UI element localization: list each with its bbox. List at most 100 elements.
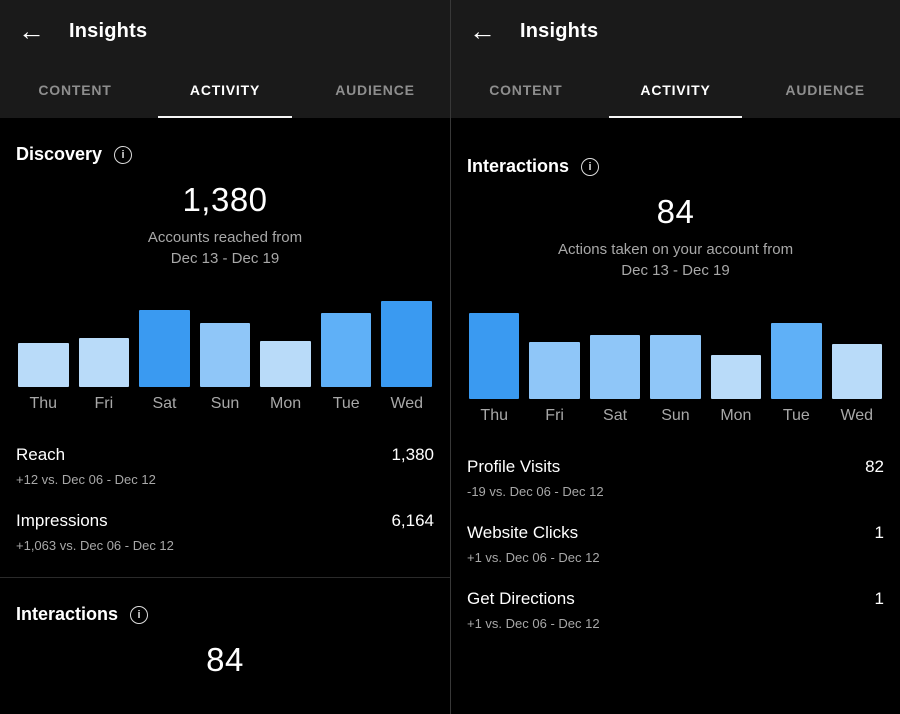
metric-label: Reach <box>16 445 66 464</box>
metric-label: Profile Visits <box>467 457 561 476</box>
back-arrow-icon: ← <box>469 15 496 46</box>
bar-column-fri: Fri <box>529 309 580 427</box>
metric-value: 1 <box>874 523 884 542</box>
metric-label: Get Directions <box>467 589 575 608</box>
bar-fri <box>78 338 130 387</box>
metric-comparison: +1 vs. Dec 06 - Dec 12 <box>467 616 600 631</box>
bar-column-thu: Thu <box>469 309 520 427</box>
metric-row-get-directions: Get Directions 1 +1 vs. Dec 06 - Dec 12 <box>467 589 884 631</box>
metric-value: 1 <box>874 589 884 608</box>
bar-sun <box>199 323 251 387</box>
section-divider <box>0 577 450 578</box>
bar-column-wed: Wed <box>831 309 882 427</box>
tab-activity[interactable]: ACTIVITY <box>150 62 300 118</box>
bar-thu <box>18 343 69 387</box>
info-icon[interactable]: i <box>130 605 149 624</box>
page-title: Insights <box>520 19 599 42</box>
bar-day-label: Mon <box>270 395 302 412</box>
reach-subtitle-line2: Dec 13 - Dec 19 <box>170 250 280 267</box>
bar-day-label: Sat <box>603 407 628 424</box>
bar-wed <box>381 301 433 387</box>
bar-day-label: Sun <box>661 407 690 424</box>
insights-screen-interactions: ← Insights CONTENT ACTIVITY AUDIENCE Int… <box>450 0 900 714</box>
discovery-metrics: Reach 1,380 +12 vs. Dec 06 - Dec 12 Impr… <box>16 445 434 553</box>
info-glyph: i <box>121 148 125 161</box>
metric-value: 1,380 <box>391 445 434 464</box>
bar-tue <box>771 323 822 399</box>
metric-comparison: +1,063 vs. Dec 06 - Dec 12 <box>16 538 174 553</box>
info-icon[interactable]: i <box>581 157 600 176</box>
metric-comparison: +12 vs. Dec 06 - Dec 12 <box>16 472 156 487</box>
bar-day-label: Mon <box>720 407 752 424</box>
bar-column-fri: Fri <box>78 297 130 415</box>
bar-sun <box>650 335 701 399</box>
bar-column-thu: Thu <box>18 297 69 415</box>
bar-day-label: Fri <box>545 407 564 424</box>
tab-audience[interactable]: AUDIENCE <box>300 62 450 118</box>
interactions-subtitle-line1: Actions taken on your account from <box>557 241 794 258</box>
bar-wed <box>831 344 882 399</box>
bar-column-sun: Sun <box>650 309 701 427</box>
info-glyph: i <box>137 608 141 621</box>
activity-content: Discovery i 1,380 Accounts reached from … <box>0 118 450 714</box>
back-arrow-icon: ← <box>18 15 45 46</box>
bar-day-label: Tue <box>782 407 810 424</box>
interactions-total: 84 <box>656 193 695 230</box>
bar-column-wed: Wed <box>381 297 433 415</box>
bar-column-mon: Mon <box>260 297 311 415</box>
reach-bar-chart: Thu Fri Sat Sun Mon Tue Wed <box>16 297 434 415</box>
back-button[interactable]: ← <box>469 15 496 46</box>
bar-column-tue: Tue <box>771 309 822 427</box>
insights-screen-discovery: ← Insights CONTENT ACTIVITY AUDIENCE Dis… <box>0 0 450 714</box>
interactions-section-header: Interactions i <box>16 604 434 625</box>
discovery-section-header: Discovery i <box>16 144 434 165</box>
reach-total: 1,380 <box>182 181 268 218</box>
reach-subtitle: Accounts reached from Dec 13 - Dec 19 <box>16 227 434 269</box>
metric-value: 82 <box>865 457 884 476</box>
info-glyph: i <box>588 160 592 173</box>
reach-subtitle-line1: Accounts reached from <box>147 229 303 246</box>
bar-day-label: Sun <box>210 395 240 412</box>
insights-tab-bar: CONTENT ACTIVITY AUDIENCE <box>451 62 900 118</box>
metric-row-website-clicks: Website Clicks 1 +1 vs. Dec 06 - Dec 12 <box>467 523 884 565</box>
interactions-subtitle-line2: Dec 13 - Dec 19 <box>621 262 730 279</box>
tab-content[interactable]: CONTENT <box>451 62 601 118</box>
back-button[interactable]: ← <box>18 15 45 46</box>
bar-column-sat: Sat <box>139 297 190 415</box>
bar-column-sat: Sat <box>589 309 641 427</box>
page-title: Insights <box>69 19 148 42</box>
insights-tab-bar: CONTENT ACTIVITY AUDIENCE <box>0 62 450 118</box>
app-bar: ← Insights <box>0 0 450 62</box>
tab-content[interactable]: CONTENT <box>0 62 150 118</box>
bar-column-mon: Mon <box>710 309 762 427</box>
info-icon[interactable]: i <box>114 145 133 164</box>
bar-column-tue: Tue <box>320 297 372 415</box>
bar-sat <box>139 310 190 387</box>
bar-day-label: Wed <box>840 407 874 424</box>
tab-activity[interactable]: ACTIVITY <box>601 62 751 118</box>
bar-day-label: Tue <box>332 395 360 412</box>
bar-day-label: Thu <box>29 395 58 412</box>
section-title: Interactions <box>467 156 570 176</box>
bar-column-sun: Sun <box>199 297 251 415</box>
section-title: Discovery <box>16 144 103 164</box>
app-bar: ← Insights <box>451 0 900 62</box>
bar-fri <box>529 342 580 399</box>
metric-value: 6,164 <box>391 511 434 530</box>
metric-row-impressions: Impressions 6,164 +1,063 vs. Dec 06 - De… <box>16 511 434 553</box>
activity-content: Interactions i 84 Actions taken on your … <box>451 118 900 714</box>
bar-day-label: Thu <box>480 407 508 424</box>
bar-day-label: Wed <box>390 395 424 412</box>
bar-day-label: Fri <box>94 395 114 412</box>
metric-comparison: +1 vs. Dec 06 - Dec 12 <box>467 550 600 565</box>
metric-row-profile-visits: Profile Visits 82 -19 vs. Dec 06 - Dec 1… <box>467 457 884 499</box>
tab-audience[interactable]: AUDIENCE <box>750 62 900 118</box>
interactions-metrics: Profile Visits 82 -19 vs. Dec 06 - Dec 1… <box>467 457 884 631</box>
section-title: Interactions <box>16 604 119 624</box>
interactions-total: 84 <box>206 641 244 678</box>
bar-mon <box>260 341 311 387</box>
metric-comparison: -19 vs. Dec 06 - Dec 12 <box>467 484 604 499</box>
bar-tue <box>320 313 372 387</box>
metric-label: Website Clicks <box>467 523 579 542</box>
